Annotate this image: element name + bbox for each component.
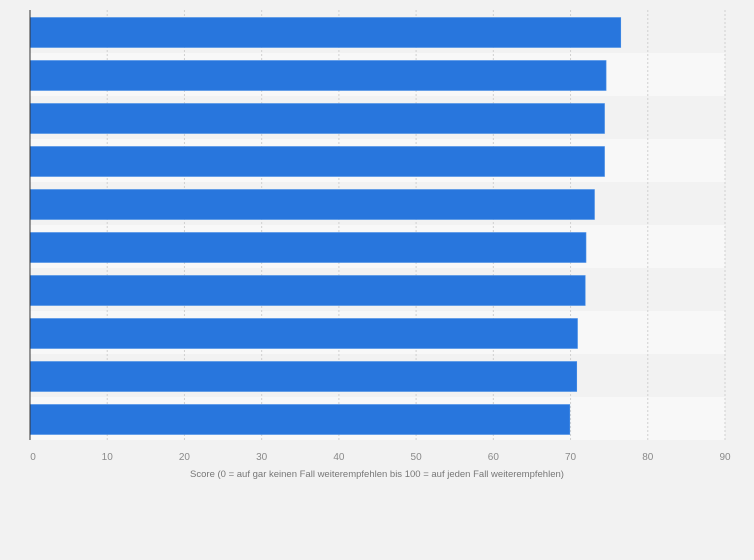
bar[interactable] xyxy=(29,146,605,177)
x-tick-label: 10 xyxy=(102,452,114,463)
bar[interactable] xyxy=(29,361,578,392)
x-tick-label: 60 xyxy=(488,452,500,463)
bar[interactable] xyxy=(29,17,622,48)
x-tick-label: 90 xyxy=(719,452,731,463)
x-tick-label: 20 xyxy=(179,452,191,463)
bar[interactable] xyxy=(29,189,595,220)
bar[interactable] xyxy=(29,232,587,263)
x-axis-label: Score (0 = auf gar keinen Fall weiteremp… xyxy=(190,469,564,480)
x-tick-label: 70 xyxy=(565,452,577,463)
x-tick-label: 30 xyxy=(256,452,268,463)
bar[interactable] xyxy=(29,60,607,91)
bar[interactable] xyxy=(29,103,605,134)
x-tick-label: 50 xyxy=(411,452,423,463)
bar[interactable] xyxy=(29,404,571,435)
bar[interactable] xyxy=(29,318,578,349)
x-tick-label: 40 xyxy=(333,452,345,463)
x-tick-label: 0 xyxy=(30,452,36,463)
bar[interactable] xyxy=(29,275,586,306)
x-tick-label: 80 xyxy=(642,452,654,463)
